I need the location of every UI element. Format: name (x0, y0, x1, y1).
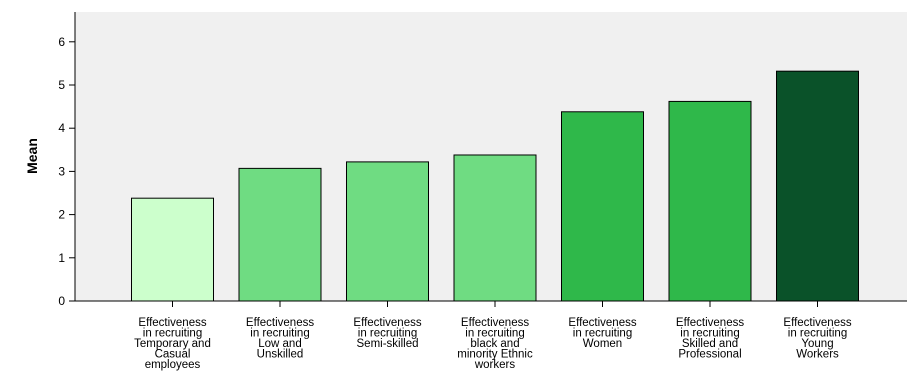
x-category-label-line: black and (470, 338, 519, 350)
x-category-label: Effectiveness in recruiting Skilled and Pro… (676, 317, 744, 361)
x-category-label-line: in recruiting (358, 328, 417, 340)
x-category-label-line: Effectiveness (568, 317, 636, 329)
bar (131, 197, 214, 302)
x-category-label-line: Effectiveness (783, 317, 851, 329)
y-tick-label: 0 (58, 294, 65, 308)
x-category-label-line: Workers (796, 349, 839, 361)
x-category-label-line: Effectiveness (461, 317, 529, 329)
x-category-label-line: in recruiting (680, 328, 739, 340)
bar (776, 70, 859, 302)
bars-group (131, 70, 859, 302)
x-category-label-line: Low and (258, 338, 301, 350)
y-tick-label: 1 (58, 251, 65, 265)
y-tick-label: 3 (58, 164, 65, 178)
x-category-label: Effectiveness in recruiting Semi-skilled (353, 317, 421, 350)
x-category-label-line: Casual (155, 349, 191, 361)
y-tick-label: 4 (58, 121, 65, 135)
y-tick-label: 5 (58, 78, 65, 92)
x-category-label-line: workers (474, 359, 516, 371)
bar (561, 111, 644, 302)
bar (668, 100, 752, 302)
y-tick-label: 6 (58, 35, 65, 49)
x-category-label-line: Effectiveness (246, 317, 314, 329)
x-category-label: Effectiveness in recruiting Young Workers (783, 317, 851, 361)
x-category-label-line: Unskilled (257, 349, 304, 361)
x-category-label-line: in recruiting (250, 328, 309, 340)
x-category-label-line: Skilled and (682, 338, 738, 350)
x-category-label: Effectiveness in recruiting black and minor… (457, 317, 533, 371)
bar (238, 167, 322, 302)
x-category-label-line: Temporary and (134, 338, 211, 350)
x-category-label-line: in recruiting (573, 328, 632, 340)
x-category-label-line: Effectiveness (138, 317, 206, 329)
x-category-label-line: in recruiting (788, 328, 847, 340)
x-category-label: Effectiveness in recruiting Women (568, 317, 636, 350)
x-category-label: Effectiveness in recruiting Temporary and C… (134, 317, 211, 371)
x-category-label-line: in recruiting (143, 328, 202, 340)
x-category-label-line: employees (145, 359, 201, 371)
bar (346, 161, 429, 302)
x-category-label-line: Effectiveness (676, 317, 744, 329)
x-category-label-line: minority Ethnic (457, 349, 533, 361)
y-tick-label: 2 (58, 208, 65, 222)
x-category-label-line: Young (801, 338, 833, 350)
x-category-label-line: in recruiting (465, 328, 524, 340)
x-category-label-line: Effectiveness (353, 317, 421, 329)
x-category-label-line: Women (583, 338, 622, 350)
x-category-label-line: Professional (678, 349, 741, 361)
y-axis-title: Mean (24, 138, 40, 174)
x-category-label-line: Semi-skilled (357, 338, 419, 350)
bar (453, 154, 537, 302)
y-ticks-group: 0 1 2 3 4 5 6 (58, 35, 75, 308)
x-category-label: Effectiveness in recruiting Low and Unskill… (246, 317, 314, 361)
x-ticks-group: Effectiveness in recruiting Temporary and C… (134, 301, 852, 371)
